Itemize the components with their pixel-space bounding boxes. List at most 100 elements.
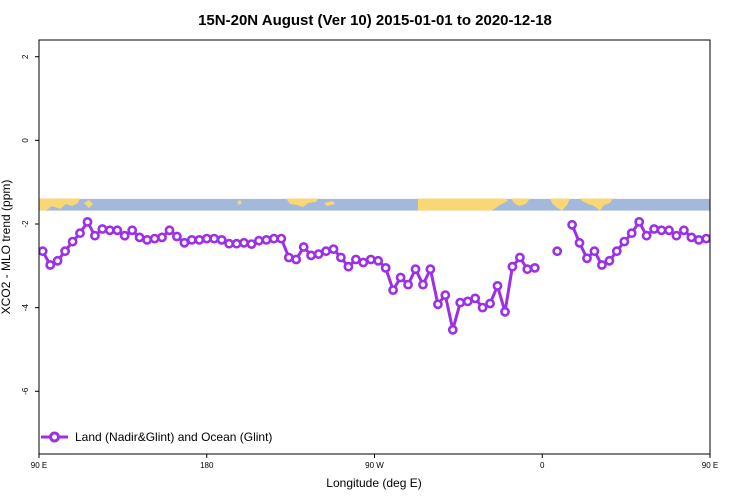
data-point	[112, 225, 123, 236]
data-point	[634, 216, 645, 227]
data-point	[380, 262, 391, 273]
data-point	[82, 216, 93, 227]
y-tick-label: -4	[21, 304, 30, 312]
data-point	[500, 306, 510, 317]
data-point	[604, 255, 615, 266]
world-map-band	[39, 198, 710, 211]
data-point	[515, 252, 525, 263]
data-point	[365, 254, 376, 265]
data-point	[231, 238, 242, 249]
x-tick-label: 0	[540, 461, 545, 470]
data-point	[447, 324, 458, 335]
x-tick-label: 90 E	[31, 461, 47, 470]
data-point	[45, 260, 56, 270]
data-point	[104, 225, 115, 236]
legend: Land (Nadir&Glint) and Ocean (Glint)	[41, 430, 272, 444]
x-tick-label: 90 E	[702, 461, 718, 470]
data-point	[119, 230, 130, 241]
land-asia-islands	[84, 200, 93, 208]
data-point	[186, 234, 197, 245]
data-point	[462, 296, 473, 307]
data-point	[171, 231, 182, 242]
data-point	[701, 233, 710, 244]
data-point	[75, 228, 85, 239]
data-point	[253, 235, 264, 246]
data-point	[597, 260, 607, 270]
data-point	[567, 219, 577, 230]
data-point	[582, 253, 592, 264]
data-point	[328, 244, 339, 254]
data-point	[343, 261, 354, 272]
ocean-band	[39, 198, 710, 211]
data-point	[708, 234, 710, 241]
y-tick-label: 0	[21, 138, 30, 143]
x-tick-label: 90 W	[365, 461, 384, 470]
data-point	[656, 225, 667, 236]
data-point	[589, 246, 600, 257]
x-axis-label: Longitude (deg E)	[326, 476, 421, 490]
legend-marker	[49, 431, 60, 443]
data-point	[388, 285, 398, 295]
data-point	[470, 293, 481, 304]
data-point	[619, 236, 630, 247]
data-point	[97, 224, 108, 234]
data-point	[358, 257, 369, 268]
legend-label: Land (Nadir&Glint) and Ocean (Glint)	[75, 430, 272, 444]
plot-frame	[38, 39, 711, 455]
data-point	[718, 227, 725, 234]
data-point	[127, 225, 138, 236]
data-point	[283, 252, 294, 263]
data-point	[425, 264, 436, 275]
data-point	[507, 261, 518, 272]
land-africa	[418, 198, 508, 211]
land-india	[550, 198, 570, 211]
data-point	[142, 234, 152, 245]
series-line	[41, 220, 536, 332]
data-point	[39, 246, 48, 257]
data-point	[321, 246, 331, 257]
data-point	[485, 298, 495, 309]
data-point	[90, 230, 100, 241]
data-point	[261, 234, 272, 245]
land-arabia	[511, 198, 530, 206]
data-point	[477, 302, 488, 313]
data-point	[67, 236, 78, 247]
data-point	[164, 225, 175, 236]
data-point	[52, 255, 63, 266]
data-point	[134, 232, 145, 243]
data-point	[403, 279, 413, 290]
data-point	[664, 225, 674, 236]
data-point	[298, 242, 309, 252]
land-asia-east	[39, 198, 80, 211]
data-point	[335, 252, 346, 263]
data-point	[455, 297, 466, 308]
data-point	[649, 224, 659, 234]
data-point	[350, 254, 361, 265]
data-point	[395, 272, 406, 283]
data-point	[216, 234, 227, 245]
y-axis-label: XCO2 - MLO trend (ppm)	[0, 180, 13, 315]
data-point	[246, 239, 257, 249]
data-point	[157, 232, 167, 243]
data-point	[492, 280, 503, 291]
data-point	[149, 233, 160, 244]
data-point	[410, 264, 421, 275]
data-point	[373, 255, 384, 266]
data-point	[671, 230, 682, 241]
data-point	[641, 230, 652, 241]
data-point	[432, 299, 443, 310]
data-point	[552, 246, 563, 257]
x-axis: 90 E 180 90 W 0 90 E	[31, 454, 718, 470]
data-point	[224, 238, 234, 249]
data-point	[209, 233, 220, 244]
data-point	[60, 246, 70, 257]
data-point	[574, 237, 585, 248]
data-point	[529, 262, 540, 273]
data-point	[276, 233, 287, 244]
y-axis: 2 0 -2 -4 -6	[21, 54, 39, 395]
data-point	[626, 228, 637, 239]
data-point	[239, 237, 249, 248]
data-point	[306, 250, 316, 261]
land-mexico	[286, 198, 318, 207]
